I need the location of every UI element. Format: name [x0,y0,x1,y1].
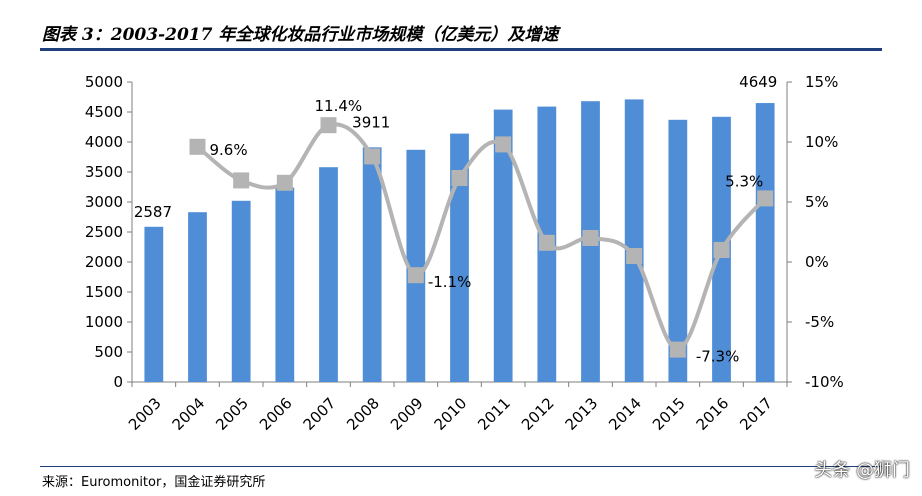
growth-marker-2013 [582,230,599,246]
growth-marker-2012 [538,234,555,251]
bar-2007 [319,167,338,382]
x-tick-label: 2015 [649,394,689,434]
x-tick-label: 2003 [125,394,165,434]
growth-marker-2014 [626,248,643,264]
data-label-2017: 4649 [739,73,777,91]
growth-marker-2009 [407,267,424,284]
right-tick-label: -10% [805,373,844,391]
growth-marker-2011 [495,136,512,153]
x-tick-label: 2013 [562,394,602,434]
title-rule [40,48,882,51]
data-label-2017: 5.3% [725,172,763,190]
bar-2008 [362,147,382,382]
data-label-2015: -7.3% [696,348,740,366]
source-note: 来源：Euromonitor，国金证券研究所 [42,475,266,490]
x-tick-label: 2010 [431,394,471,434]
data-label-2003: 2587 [134,203,172,221]
bar-2009 [406,149,426,382]
data-label-2007: 11.4% [315,97,363,115]
growth-marker-2004 [189,138,206,155]
watermark: 头条 @狮门 [814,460,910,481]
bar-series [144,99,775,383]
growth-line-series [189,117,774,358]
right-tick-label: 15% [805,73,838,91]
x-tick-label: 2017 [736,394,776,434]
bar-2010 [450,133,469,382]
left-tick-label: 1500 [85,283,123,301]
x-tick-label: 2009 [387,394,427,434]
bar-2003 [144,226,164,382]
growth-marker-2017 [757,190,774,207]
right-tick-label: -5% [805,313,834,331]
bar-2011 [493,109,513,382]
left-tick-label: 3500 [85,163,123,181]
left-tick-label: 500 [94,343,123,361]
x-tick-label: 2004 [169,394,209,434]
left-tick-label: 5000 [85,73,123,91]
x-tick-label: 2007 [300,394,340,434]
x-tick-label: 2008 [343,394,383,434]
growth-marker-2016 [713,242,730,258]
left-tick-label: 2000 [85,253,123,271]
growth-marker-2015 [669,341,686,358]
footer-rule [40,466,882,467]
page-title: 图表 3：2003-2017 年全球化妆品行业市场规模（亿美元）及增速 [42,25,559,45]
growth-marker-2006 [276,174,293,191]
bar-2004 [188,212,207,382]
x-tick-label: 2012 [518,394,558,434]
growth-marker-2005 [233,172,250,189]
right-tick-label: 5% [805,193,829,211]
left-tick-label: 3000 [85,193,123,211]
left-tick-label: 4000 [85,133,123,151]
bar-2014 [624,99,644,383]
growth-marker-2007 [320,117,337,134]
bar-2006 [275,187,295,382]
left-tick-label: 4500 [85,103,123,121]
x-tick-label: 2006 [256,394,296,434]
data-label-2004: 9.6% [210,141,248,159]
right-tick-label: 0% [805,253,829,271]
bar-2005 [231,200,251,382]
x-tick-label: 2005 [212,394,252,434]
x-tick-label: 2011 [474,394,514,434]
growth-marker-2010 [451,170,468,186]
data-labels: 2587 3911 4649 9.6% 11.4% -1.1% -7.3% 5.3% [134,73,778,366]
left-tick-label: 2500 [85,223,123,241]
x-tick-label: 2014 [605,394,645,434]
left-tick-label: 0 [113,373,123,391]
data-label-2008: 3911 [352,113,390,131]
left-tick-label: 1000 [85,313,123,331]
bar-2017 [755,103,775,382]
right-tick-label: 10% [805,133,838,151]
x-tick-label: 2016 [693,394,733,434]
data-label-2009: -1.1% [428,273,472,291]
bar-2015 [668,119,688,383]
growth-marker-2008 [364,148,381,165]
